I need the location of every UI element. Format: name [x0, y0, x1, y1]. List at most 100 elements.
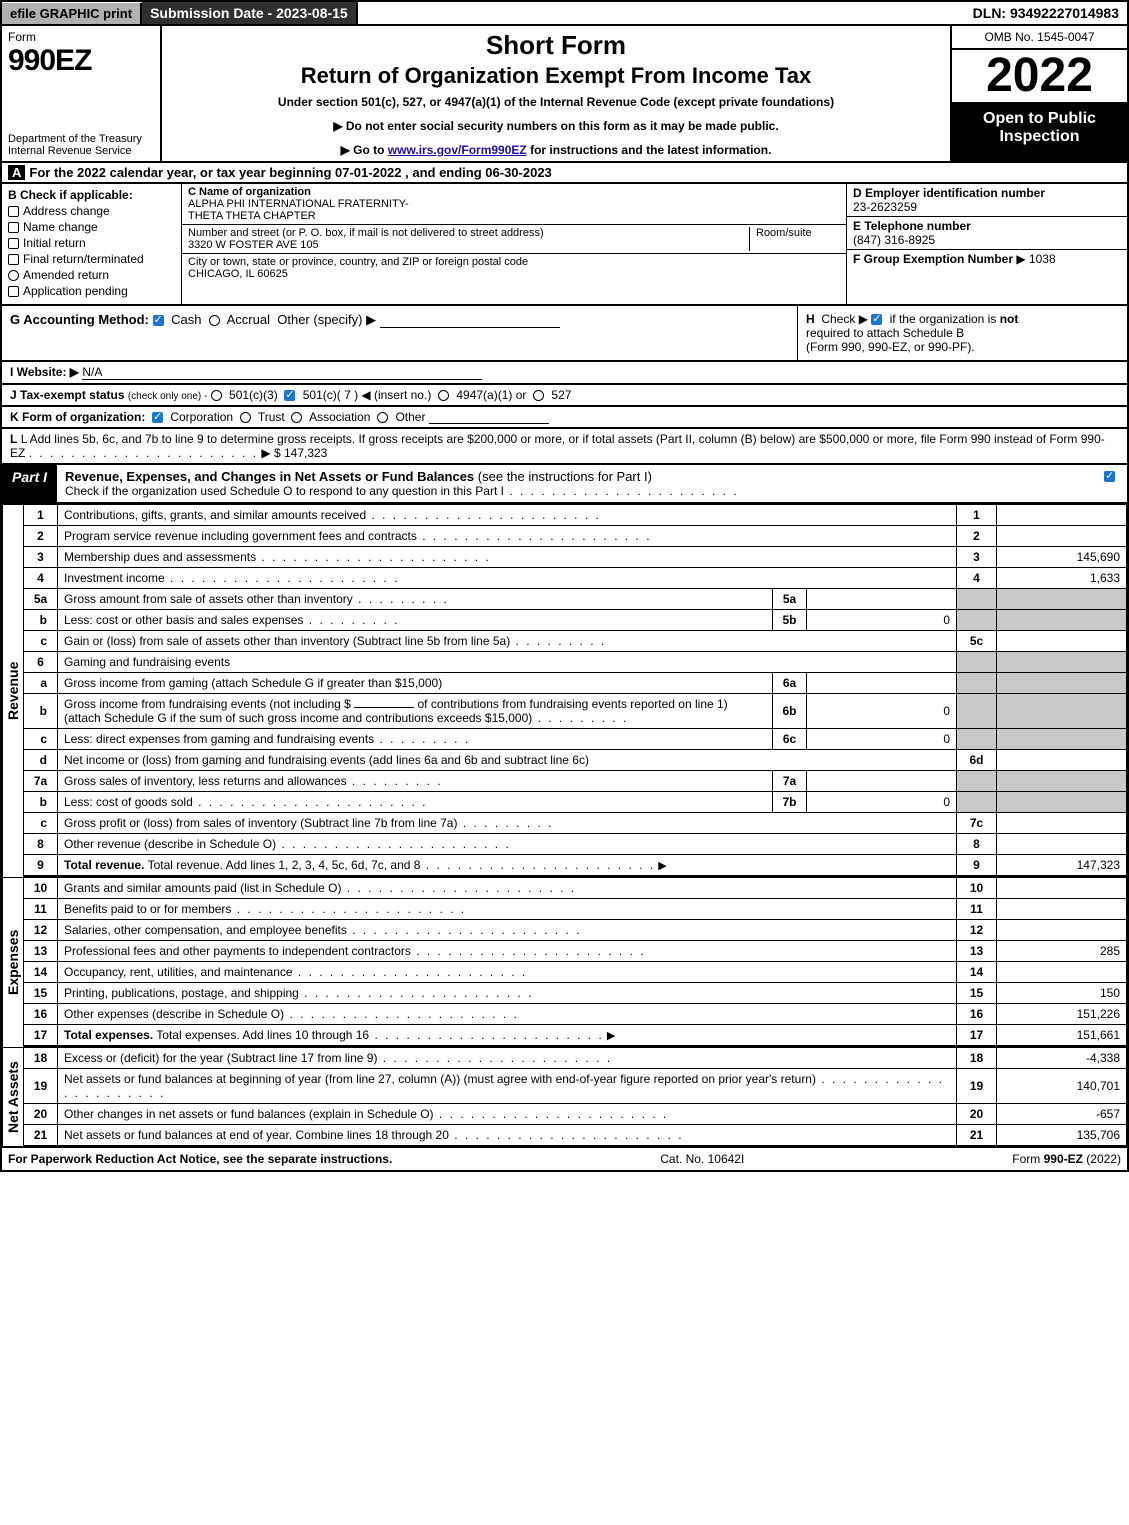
- section-j: J Tax-exempt status (check only one) - 5…: [0, 385, 1129, 407]
- g-label: G Accounting Method:: [10, 312, 149, 327]
- footer-right-form: 990-EZ: [1044, 1152, 1083, 1166]
- j-label: J Tax-exempt status: [10, 388, 125, 402]
- f-group-label: F Group Exemption Number: [853, 252, 1013, 266]
- part1-label: Part I: [2, 465, 57, 502]
- chk-accrual[interactable]: [209, 315, 220, 326]
- chk-other-org[interactable]: [377, 412, 388, 423]
- form-word: Form: [8, 30, 154, 44]
- footer-cat: Cat. No. 10642I: [660, 1152, 744, 1166]
- irs-link[interactable]: www.irs.gov/Form990EZ: [388, 143, 527, 157]
- section-a: AFor the 2022 calendar year, or tax year…: [0, 163, 1129, 184]
- netassets-table: 18Excess or (deficit) for the year (Subt…: [23, 1047, 1127, 1146]
- chk-final-return[interactable]: [8, 254, 19, 265]
- chk-application-pending[interactable]: [8, 286, 19, 297]
- line-9-val: 147,323: [997, 855, 1127, 877]
- org-street: 3320 W FOSTER AVE 105: [188, 239, 319, 251]
- line-6: 6Gaming and fundraising events: [24, 652, 1127, 673]
- b-item-0: Address change: [23, 204, 110, 218]
- line-1: 1Contributions, gifts, grants, and simil…: [24, 505, 1127, 526]
- line-4-val: 1,633: [997, 568, 1127, 589]
- chk-name-change[interactable]: [8, 222, 19, 233]
- chk-cash[interactable]: [153, 315, 164, 326]
- part1-title: Revenue, Expenses, and Changes in Net As…: [57, 465, 1096, 502]
- line-15-desc: Printing, publications, postage, and shi…: [64, 986, 299, 1000]
- line-3: 3Membership dues and assessments 3145,69…: [24, 547, 1127, 568]
- h-text2: if the organization is: [890, 312, 997, 326]
- chk-association[interactable]: [291, 412, 302, 423]
- line-13-desc: Professional fees and other payments to …: [64, 944, 411, 958]
- chk-amended-return[interactable]: [8, 270, 19, 281]
- line-5b-desc: Less: cost or other basis and sales expe…: [64, 613, 303, 627]
- line-18-desc: Excess or (deficit) for the year (Subtra…: [64, 1051, 377, 1065]
- footer-right-suffix: (2022): [1083, 1152, 1121, 1166]
- footer-right-prefix: Form: [1012, 1152, 1043, 1166]
- chk-4947[interactable]: [438, 390, 449, 401]
- g-cash: Cash: [171, 312, 201, 327]
- chk-h[interactable]: [871, 314, 882, 325]
- chk-trust[interactable]: [240, 412, 251, 423]
- line-7b: bLess: cost of goods sold 7b0: [24, 792, 1127, 813]
- chk-501c3[interactable]: [211, 390, 222, 401]
- line-7c: cGross profit or (loss) from sales of in…: [24, 813, 1127, 834]
- line-8-desc: Other revenue (describe in Schedule O): [64, 837, 276, 851]
- line-16-desc: Other expenses (describe in Schedule O): [64, 1007, 284, 1021]
- line-18: 18Excess or (deficit) for the year (Subt…: [24, 1048, 1127, 1069]
- netassets-section: Net Assets 18Excess or (deficit) for the…: [0, 1047, 1129, 1148]
- chk-address-change[interactable]: [8, 206, 19, 217]
- part1-sub: Check if the organization used Schedule …: [65, 484, 1088, 498]
- section-bcdef: B Check if applicable: Address change Na…: [0, 184, 1129, 306]
- c-name-label: C Name of organization: [188, 186, 311, 198]
- line-19-val: 140,701: [997, 1069, 1127, 1104]
- line-19-desc: Net assets or fund balances at beginning…: [64, 1072, 816, 1086]
- k-o4: Other: [395, 410, 425, 424]
- efile-print-button[interactable]: efile GRAPHIC print: [2, 3, 142, 24]
- line-5a-mini: [807, 589, 957, 610]
- line-11-desc: Benefits paid to or for members: [64, 902, 231, 916]
- line-6c-mini: 0: [807, 729, 957, 750]
- line-6d-desc: Net income or (loss) from gaming and fun…: [64, 753, 589, 767]
- line-15: 15Printing, publications, postage, and s…: [24, 983, 1127, 1004]
- section-h: H Check ▶ if the organization is not req…: [797, 306, 1127, 360]
- line-7b-mini: 0: [807, 792, 957, 813]
- instr-goto: ▶ Go to www.irs.gov/Form990EZ for instru…: [168, 143, 944, 157]
- line-5c-val: [997, 631, 1127, 652]
- line-5a: 5aGross amount from sale of assets other…: [24, 589, 1127, 610]
- line-5b-mini: 0: [807, 610, 957, 631]
- c-street-label: Number and street (or P. O. box, if mail…: [188, 227, 544, 239]
- top-bar: efile GRAPHIC print Submission Date - 20…: [0, 0, 1129, 26]
- k-o1: Corporation: [170, 410, 233, 424]
- line-7a-mini: [807, 771, 957, 792]
- department: Department of the TreasuryInternal Reven…: [8, 133, 154, 157]
- side-revenue: Revenue: [2, 504, 23, 877]
- label-a: A: [8, 165, 25, 180]
- line-1-desc: Contributions, gifts, grants, and simila…: [64, 508, 366, 522]
- line-7a: 7aGross sales of inventory, less returns…: [24, 771, 1127, 792]
- org-name: ALPHA PHI INTERNATIONAL FRATERNITY-THETA…: [188, 198, 409, 222]
- line-12-desc: Salaries, other compensation, and employ…: [64, 923, 347, 937]
- line-5c: cGain or (loss) from sale of assets othe…: [24, 631, 1127, 652]
- g-other-field[interactable]: [380, 314, 560, 328]
- form-header: Form 990EZ Department of the TreasuryInt…: [0, 26, 1129, 163]
- line-17: 17Total expenses. Total expenses. Add li…: [24, 1025, 1127, 1047]
- chk-corporation[interactable]: [152, 412, 163, 423]
- line-3-val: 145,690: [997, 547, 1127, 568]
- line-16: 16Other expenses (describe in Schedule O…: [24, 1004, 1127, 1025]
- chk-initial-return[interactable]: [8, 238, 19, 249]
- under-section: Under section 501(c), 527, or 4947(a)(1)…: [168, 95, 944, 109]
- line-6d: dNet income or (loss) from gaming and fu…: [24, 750, 1127, 771]
- line-17-desc: Total expenses. Add lines 10 through 16: [156, 1028, 369, 1042]
- line-2-desc: Program service revenue including govern…: [64, 529, 417, 543]
- line-4: 4Investment income 41,633: [24, 568, 1127, 589]
- chk-schedule-o[interactable]: [1104, 471, 1115, 482]
- org-city: CHICAGO, IL 60625: [188, 268, 288, 280]
- line-7b-desc: Less: cost of goods sold: [64, 795, 193, 809]
- line-1-val: [997, 505, 1127, 526]
- chk-527[interactable]: [533, 390, 544, 401]
- ein-value: 23-2623259: [853, 200, 917, 214]
- chk-501c[interactable]: [284, 390, 295, 401]
- short-form-title: Short Form: [168, 30, 944, 61]
- line-6-desc: Gaming and fundraising events: [58, 652, 957, 673]
- k-other-field[interactable]: [429, 410, 549, 424]
- section-def: D Employer identification number 23-2623…: [847, 184, 1127, 304]
- h-text4: (Form 990, 990-EZ, or 990-PF).: [806, 340, 975, 354]
